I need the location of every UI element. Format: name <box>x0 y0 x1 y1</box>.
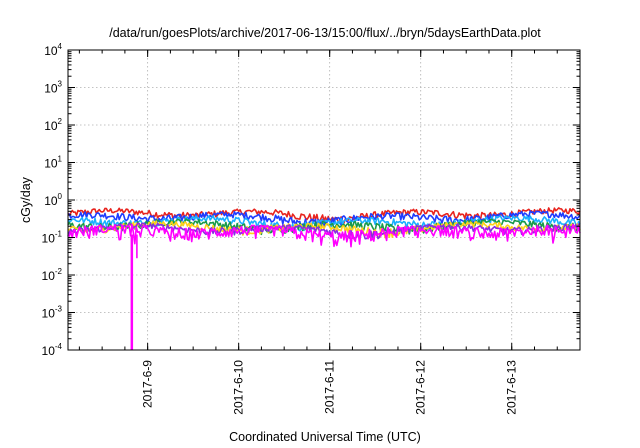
y-tick-label: 103 <box>44 80 62 96</box>
y-tick-label: 10-3 <box>42 305 63 321</box>
y-tick-label: 102 <box>44 117 62 133</box>
x-tick-label: 2017-6-9 <box>141 360 155 408</box>
y-tick-label: 101 <box>44 155 62 171</box>
chart-title: /data/run/goesPlots/archive/2017-06-13/1… <box>109 26 541 40</box>
x-tick-label: 2017-6-13 <box>505 360 519 415</box>
x-tick-label: 2017-6-11 <box>323 360 337 414</box>
x-tick-label: 2017-6-10 <box>232 360 246 415</box>
x-tick-label: 2017-6-12 <box>414 360 428 415</box>
y-tick-label: 10-2 <box>42 267 63 283</box>
y-tick-label: 10-4 <box>42 342 63 358</box>
flux-series-line <box>67 220 581 239</box>
y-tick-label: 10-1 <box>42 230 63 246</box>
grid-lines <box>68 50 580 350</box>
y-tick-label: 100 <box>44 192 62 208</box>
y-tick-label: 104 <box>44 42 62 58</box>
flux-series-line <box>67 222 581 240</box>
y-axis-label: cGy/day <box>19 176 33 223</box>
x-axis-label: Coordinated Universal Time (UTC) <box>229 430 421 444</box>
data-dropout-spike <box>130 234 134 350</box>
data-series <box>67 207 581 350</box>
flux-series-line <box>67 223 581 248</box>
flux-series-line <box>67 210 581 229</box>
